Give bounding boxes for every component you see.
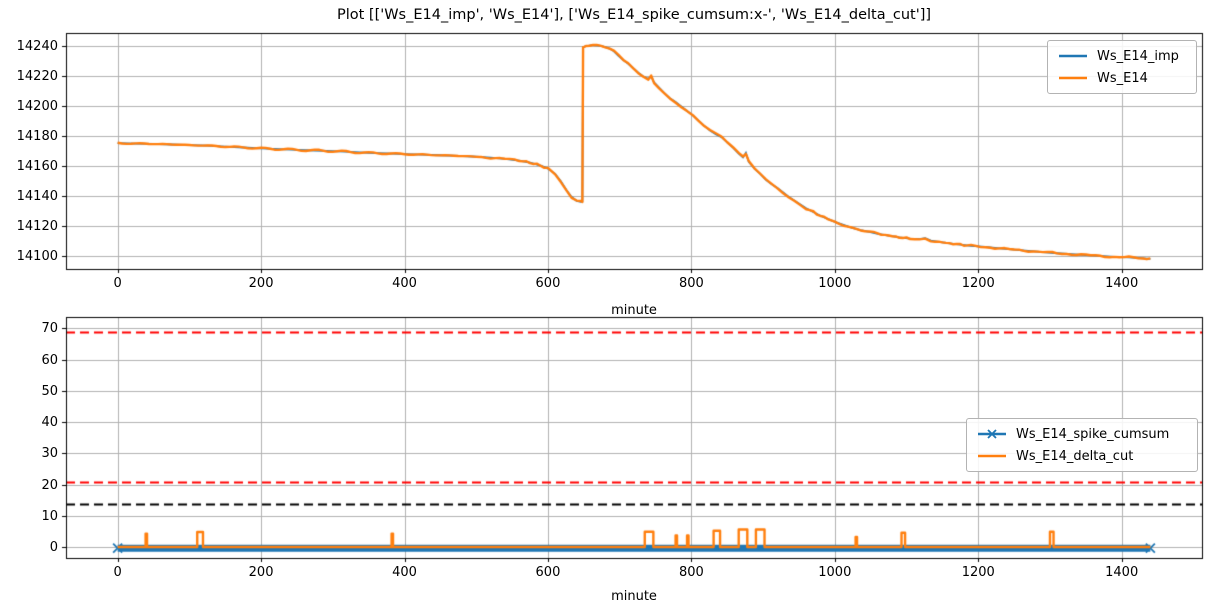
y-tick-label: 60 bbox=[41, 352, 58, 368]
y-tick-label: 50 bbox=[41, 383, 58, 399]
x-tick-label: 1200 bbox=[961, 276, 995, 291]
line-sample-icon bbox=[978, 454, 1006, 458]
x-tick-label: 800 bbox=[678, 565, 704, 580]
x-tick-label: 200 bbox=[248, 565, 274, 580]
legend-item: Ws_E14_imp bbox=[1058, 49, 1186, 64]
x-tick-label: 0 bbox=[113, 565, 122, 580]
y-tick-label: 10 bbox=[41, 508, 58, 524]
y-tick-label: 40 bbox=[41, 415, 58, 431]
legend-item: Ws_E14 bbox=[1058, 71, 1186, 86]
x-tick-label: 600 bbox=[535, 565, 561, 580]
x-tick-label: 200 bbox=[248, 276, 274, 291]
legend-label: Ws_E14_spike_cumsum bbox=[1016, 426, 1170, 442]
y-tick-label: 0 bbox=[49, 540, 58, 556]
legend-item: Ws_E14_delta_cut bbox=[977, 449, 1187, 464]
figure-title: Plot [['Ws_E14_imp', 'Ws_E14'], ['Ws_E14… bbox=[336, 7, 932, 23]
x-tick-label: 1200 bbox=[961, 565, 995, 580]
y-tick-label: 14140 bbox=[16, 189, 58, 205]
x-tick-label: 0 bbox=[113, 276, 122, 291]
x-axis-label-bottom: minute bbox=[611, 589, 657, 604]
y-tick-label: 30 bbox=[41, 446, 58, 462]
y-tick-label: 14220 bbox=[16, 69, 58, 85]
y-tick-label: 14180 bbox=[16, 129, 58, 145]
x-tick-label: 400 bbox=[392, 565, 417, 580]
y-tick-label: 14240 bbox=[16, 39, 58, 55]
line-sample-icon bbox=[1059, 76, 1087, 80]
legend-label: Ws_E14_delta_cut bbox=[1016, 448, 1134, 464]
x-tick-label: 400 bbox=[392, 276, 417, 291]
line-sample-icon bbox=[1059, 54, 1087, 58]
legend-item: Ws_E14_spike_cumsum bbox=[977, 427, 1187, 442]
x-tick-label: 800 bbox=[678, 276, 704, 291]
y-tick-label: 70 bbox=[41, 321, 58, 337]
y-tick-label: 14100 bbox=[16, 249, 58, 265]
legend-label: Ws_E14 bbox=[1097, 70, 1148, 86]
x-tick-label: 600 bbox=[535, 276, 561, 291]
y-tick-label: 20 bbox=[41, 477, 58, 493]
legend-label: Ws_E14_imp bbox=[1097, 48, 1179, 64]
x-tick-label: 1000 bbox=[818, 565, 852, 580]
x-tick-label: 1400 bbox=[1105, 276, 1139, 291]
x-tick-label: 1400 bbox=[1105, 565, 1139, 580]
x-tick-label: 1000 bbox=[818, 276, 852, 291]
y-tick-label: 14120 bbox=[16, 219, 58, 235]
legend-bottom: Ws_E14_spike_cumsum Ws_E14_delta_cut bbox=[966, 418, 1198, 472]
y-tick-label: 14160 bbox=[16, 159, 58, 175]
x-axis-label-top: minute bbox=[611, 303, 657, 318]
y-tick-label: 14200 bbox=[16, 99, 58, 115]
legend-top: Ws_E14_imp Ws_E14 bbox=[1047, 40, 1197, 94]
line-x-marker-sample-icon bbox=[978, 429, 1006, 439]
